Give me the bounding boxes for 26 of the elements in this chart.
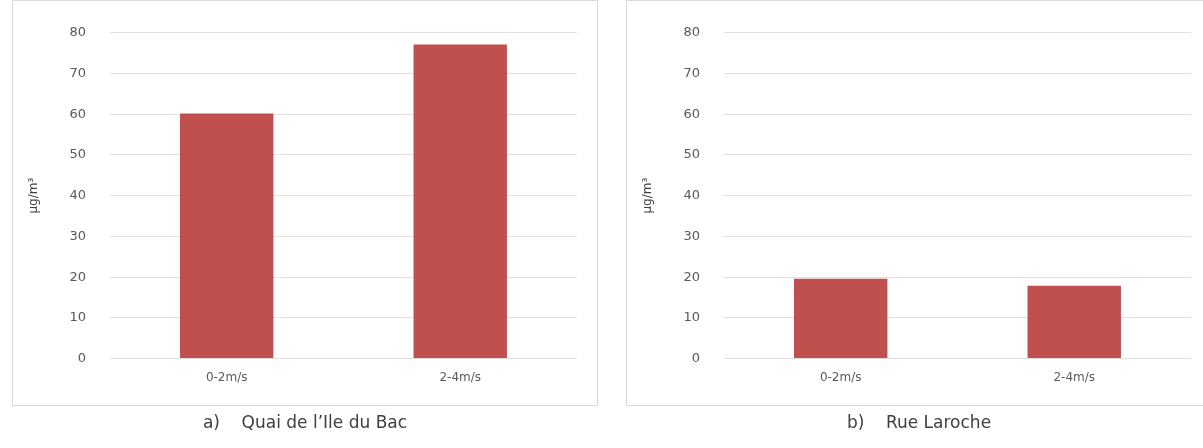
x-tick-label: 0-2m/s: [205, 369, 248, 384]
y-tick-label: 40: [683, 187, 700, 203]
y-tick-label: 50: [69, 146, 86, 162]
y-tick-label: 20: [683, 268, 700, 284]
y-tick-label: 10: [683, 309, 700, 325]
x-tick-label: 2-4m/s: [1053, 369, 1096, 384]
y-tick-label: 0: [77, 349, 86, 365]
x-tick-label: 0-2m/s: [819, 369, 862, 384]
y-tick-label: 70: [683, 64, 700, 80]
y-axis-title: µg/m³: [640, 177, 655, 214]
y-tick-label: 40: [69, 187, 86, 203]
y-tick-label: 20: [69, 268, 86, 284]
x-tick-label: 2-4m/s: [439, 369, 482, 384]
y-tick-label: 50: [683, 146, 700, 162]
y-tick-label: 10: [69, 309, 86, 325]
y-tick-label: 30: [69, 227, 86, 243]
text: a) Quai de l’Ile du Bac: [202, 412, 408, 432]
y-axis-title: µg/m³: [26, 177, 41, 214]
y-tick-label: 80: [683, 24, 700, 40]
text: b) Rue Laroche: [846, 412, 992, 432]
y-tick-label: 80: [69, 24, 86, 40]
y-tick-label: 30: [683, 227, 700, 243]
y-tick-label: 60: [69, 105, 86, 121]
y-tick-label: 70: [69, 64, 86, 80]
y-tick-label: 0: [691, 349, 700, 365]
y-tick-label: 60: [683, 105, 700, 121]
